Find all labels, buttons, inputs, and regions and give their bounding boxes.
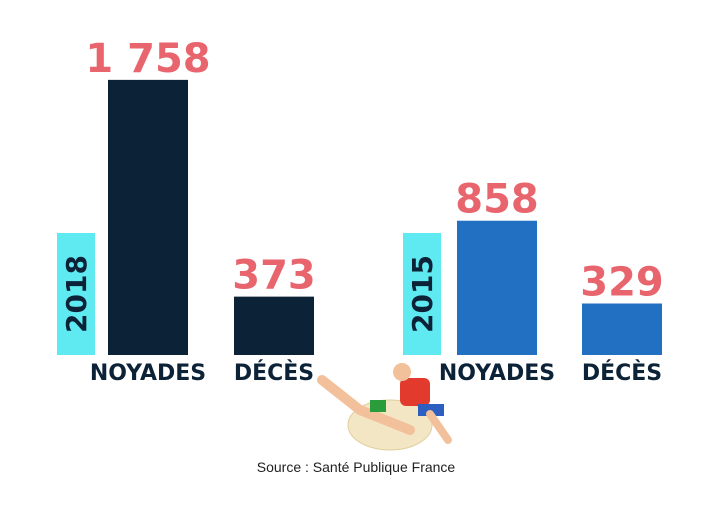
year-label: 2015 (406, 255, 439, 333)
category-label: DÉCÈS (234, 360, 314, 386)
year-box (57, 233, 95, 355)
illustration (317, 363, 452, 451)
bar (582, 303, 662, 355)
bar (234, 296, 314, 355)
category-label: NOYADES (90, 361, 206, 386)
year-box (403, 233, 441, 355)
category-label: NOYADES (439, 361, 555, 386)
value-label: 373 (232, 253, 316, 299)
year-label: 2018 (60, 255, 93, 333)
category-label: DÉCÈS (582, 360, 662, 386)
bar (457, 220, 537, 355)
bar (108, 79, 188, 356)
value-label: 329 (580, 260, 664, 306)
source: Source : Santé Publique France (257, 459, 456, 475)
value-label: 1 758 (85, 36, 210, 82)
value-label: 858 (455, 177, 539, 223)
